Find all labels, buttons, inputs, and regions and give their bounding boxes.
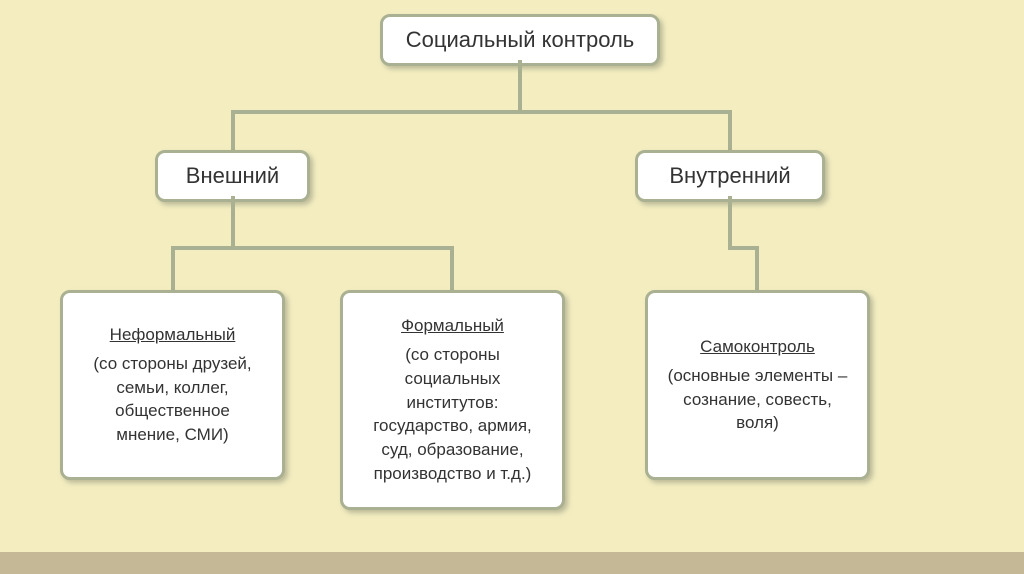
selfcontrol-title: Самоконтроль: [666, 335, 849, 359]
formal-node: Формальный (со стороны социальных инстит…: [340, 290, 565, 510]
connector-to-external: [231, 110, 235, 150]
external-node: Внешний: [155, 150, 310, 202]
selfcontrol-body: (основные элементы – сознание, совесть, …: [666, 364, 849, 435]
informal-title: Неформальный: [81, 323, 264, 347]
connector-root-down: [518, 60, 522, 110]
connector-external-down: [231, 196, 235, 246]
root-node: Социальный контроль: [380, 14, 660, 66]
bottom-bar: [0, 552, 1024, 574]
connector-external-split: [171, 246, 453, 250]
formal-title: Формальный: [361, 314, 544, 338]
internal-node: Внутренний: [635, 150, 825, 202]
informal-node: Неформальный (со стороны друзей, семьи, …: [60, 290, 285, 480]
connector-to-formal: [450, 246, 454, 290]
connector-to-selfcontrol: [755, 246, 759, 290]
root-label: Социальный контроль: [406, 27, 635, 52]
external-label: Внешний: [186, 163, 279, 188]
formal-body: (со стороны социальных институтов: госуд…: [361, 343, 544, 486]
selfcontrol-node: Самоконтроль (основные элементы – сознан…: [645, 290, 870, 480]
connector-to-informal: [171, 246, 175, 290]
internal-label: Внутренний: [669, 163, 790, 188]
connector-to-internal: [728, 110, 732, 150]
connector-internal-split: [728, 246, 756, 250]
informal-body: (со стороны друзей, семьи, коллег, общес…: [81, 352, 264, 447]
connector-root-split: [231, 110, 731, 114]
connector-internal-down: [728, 196, 732, 246]
